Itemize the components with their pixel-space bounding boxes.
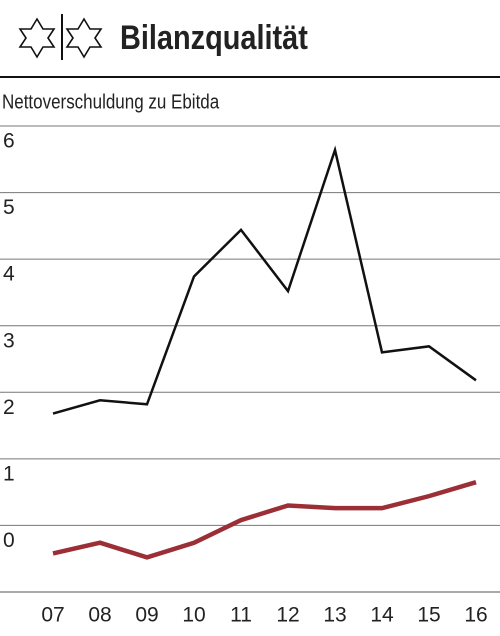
y-tick-label: 4: [3, 263, 15, 286]
star-icon: [18, 17, 56, 59]
x-tick-label: 10: [182, 604, 205, 627]
y-tick-label: 6: [3, 130, 15, 153]
x-tick-label: 12: [276, 604, 299, 627]
y-tick-label: 1: [3, 462, 15, 485]
x-tick-label: 09: [135, 604, 158, 627]
y-tick-label: 5: [3, 196, 15, 219]
star-icon: [65, 17, 103, 59]
x-tick-label: 14: [370, 604, 394, 627]
x-tick-label: 15: [417, 604, 440, 627]
chart-title: Bilanzqualität: [120, 18, 308, 57]
subtitle: Nettoverschuldung zu Ebitda: [2, 90, 220, 113]
x-tick-label: 11: [230, 604, 252, 627]
x-tick-label: 07: [41, 604, 64, 627]
rating-icons: [18, 14, 103, 60]
x-tick-label: 08: [88, 604, 111, 627]
series-line: [52, 145, 477, 415]
x-tick-label: 16: [464, 604, 487, 627]
x-tick-label: 13: [323, 604, 346, 627]
y-tick-label: 3: [3, 329, 15, 352]
y-tick-label: 0: [3, 529, 15, 552]
series-line: [52, 480, 477, 560]
y-tick-label: 2: [3, 396, 15, 419]
